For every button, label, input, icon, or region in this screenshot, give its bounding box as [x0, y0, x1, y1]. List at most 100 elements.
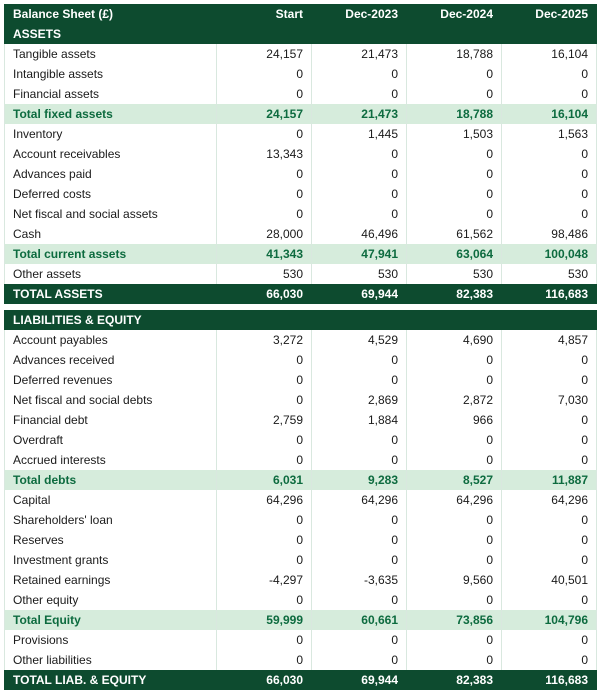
table-row: Other liabilities0000 — [5, 650, 597, 670]
row-value: 0 — [312, 450, 407, 470]
row-label: Reserves — [5, 530, 217, 550]
row-value: 1,563 — [502, 124, 597, 144]
row-value: 82,383 — [407, 670, 502, 690]
row-value: 0 — [312, 144, 407, 164]
row-value: 0 — [312, 184, 407, 204]
row-value: 0 — [407, 164, 502, 184]
row-label: Other liabilities — [5, 650, 217, 670]
row-value: 0 — [312, 650, 407, 670]
table-row: Reserves0000 — [5, 530, 597, 550]
row-value: 530 — [312, 264, 407, 284]
row-value: 24,157 — [217, 44, 312, 64]
row-value: 9,560 — [407, 570, 502, 590]
row-value: 0 — [407, 84, 502, 104]
row-value: 0 — [217, 370, 312, 390]
row-value: 98,486 — [502, 224, 597, 244]
row-value: 0 — [217, 164, 312, 184]
row-label: Cash — [5, 224, 217, 244]
row-value: 63,064 — [407, 244, 502, 264]
row-value: 0 — [312, 164, 407, 184]
row-label: Total Equity — [5, 610, 217, 630]
row-label: Advances paid — [5, 164, 217, 184]
row-value: 64,296 — [407, 490, 502, 510]
row-value: 46,496 — [312, 224, 407, 244]
row-value: 0 — [407, 650, 502, 670]
row-value: 116,683 — [502, 284, 597, 304]
row-value: 530 — [502, 264, 597, 284]
row-value: 2,872 — [407, 390, 502, 410]
row-value: 0 — [312, 430, 407, 450]
table-row: Advances paid0000 — [5, 164, 597, 184]
row-label: Tangible assets — [5, 44, 217, 64]
row-value: 3,272 — [217, 330, 312, 350]
row-value: 64,296 — [312, 490, 407, 510]
table-row: Investment grants0000 — [5, 550, 597, 570]
table-row: Total Equity59,99960,66173,856104,796 — [5, 610, 597, 630]
table-row: Capital64,29664,29664,29664,296 — [5, 490, 597, 510]
table-row: Financial debt2,7591,8849660 — [5, 410, 597, 430]
table-header-row: Balance Sheet (£) Start Dec-2023 Dec-202… — [5, 4, 597, 24]
row-value: 66,030 — [217, 284, 312, 304]
row-value: 0 — [217, 550, 312, 570]
row-value: 0 — [217, 64, 312, 84]
row-value: 0 — [312, 64, 407, 84]
row-value: -3,635 — [312, 570, 407, 590]
row-value: 0 — [312, 510, 407, 530]
row-value: 8,527 — [407, 470, 502, 490]
row-label: Capital — [5, 490, 217, 510]
row-value: 66,030 — [217, 670, 312, 690]
row-value: 64,296 — [502, 490, 597, 510]
row-label: Provisions — [5, 630, 217, 650]
row-label: Deferred revenues — [5, 370, 217, 390]
row-label: Total current assets — [5, 244, 217, 264]
table-row: Total current assets41,34347,94163,06410… — [5, 244, 597, 264]
row-value: 0 — [217, 530, 312, 550]
row-value: 0 — [502, 550, 597, 570]
row-value: 0 — [502, 630, 597, 650]
row-label: TOTAL LIAB. & EQUITY — [5, 670, 217, 690]
row-value: 1,884 — [312, 410, 407, 430]
row-value: 0 — [502, 204, 597, 224]
row-label: Deferred costs — [5, 184, 217, 204]
row-value: 69,944 — [312, 284, 407, 304]
row-value: 0 — [502, 64, 597, 84]
table-row: Inventory01,4451,5031,563 — [5, 124, 597, 144]
row-value: 16,104 — [502, 44, 597, 64]
table-row: Tangible assets24,15721,47318,78816,104 — [5, 44, 597, 64]
section-title: LIABILITIES & EQUITY — [5, 310, 597, 330]
row-value: 16,104 — [502, 104, 597, 124]
row-value: 18,788 — [407, 44, 502, 64]
row-value: 0 — [312, 370, 407, 390]
row-value: 0 — [502, 450, 597, 470]
table-row: Total fixed assets24,15721,47318,78816,1… — [5, 104, 597, 124]
table-row: Account payables3,2724,5294,6904,857 — [5, 330, 597, 350]
row-value: 28,000 — [217, 224, 312, 244]
row-value: 73,856 — [407, 610, 502, 630]
row-label: Total fixed assets — [5, 104, 217, 124]
row-value: 116,683 — [502, 670, 597, 690]
row-value: 0 — [407, 204, 502, 224]
row-value: 0 — [502, 510, 597, 530]
table-row: Net fiscal and social debts02,8692,8727,… — [5, 390, 597, 410]
row-value: 0 — [407, 370, 502, 390]
row-value: 0 — [407, 144, 502, 164]
row-label: Inventory — [5, 124, 217, 144]
table-row: Deferred revenues0000 — [5, 370, 597, 390]
table-row: Account receivables13,343000 — [5, 144, 597, 164]
table-row: Retained earnings-4,297-3,6359,56040,501 — [5, 570, 597, 590]
row-value: 0 — [407, 550, 502, 570]
row-value: 6,031 — [217, 470, 312, 490]
row-value: 21,473 — [312, 44, 407, 64]
section-header-row: LIABILITIES & EQUITY — [5, 310, 597, 330]
row-value: 0 — [502, 370, 597, 390]
row-value: 0 — [407, 450, 502, 470]
table-row: Other equity0000 — [5, 590, 597, 610]
col-header: Dec-2025 — [502, 4, 597, 24]
row-label: Advances received — [5, 350, 217, 370]
balance-sheet-table: Balance Sheet (£) Start Dec-2023 Dec-202… — [4, 4, 597, 690]
col-header: Dec-2024 — [407, 4, 502, 24]
row-value: 0 — [407, 184, 502, 204]
row-value: 2,759 — [217, 410, 312, 430]
row-value: 11,887 — [502, 470, 597, 490]
row-value: 1,503 — [407, 124, 502, 144]
